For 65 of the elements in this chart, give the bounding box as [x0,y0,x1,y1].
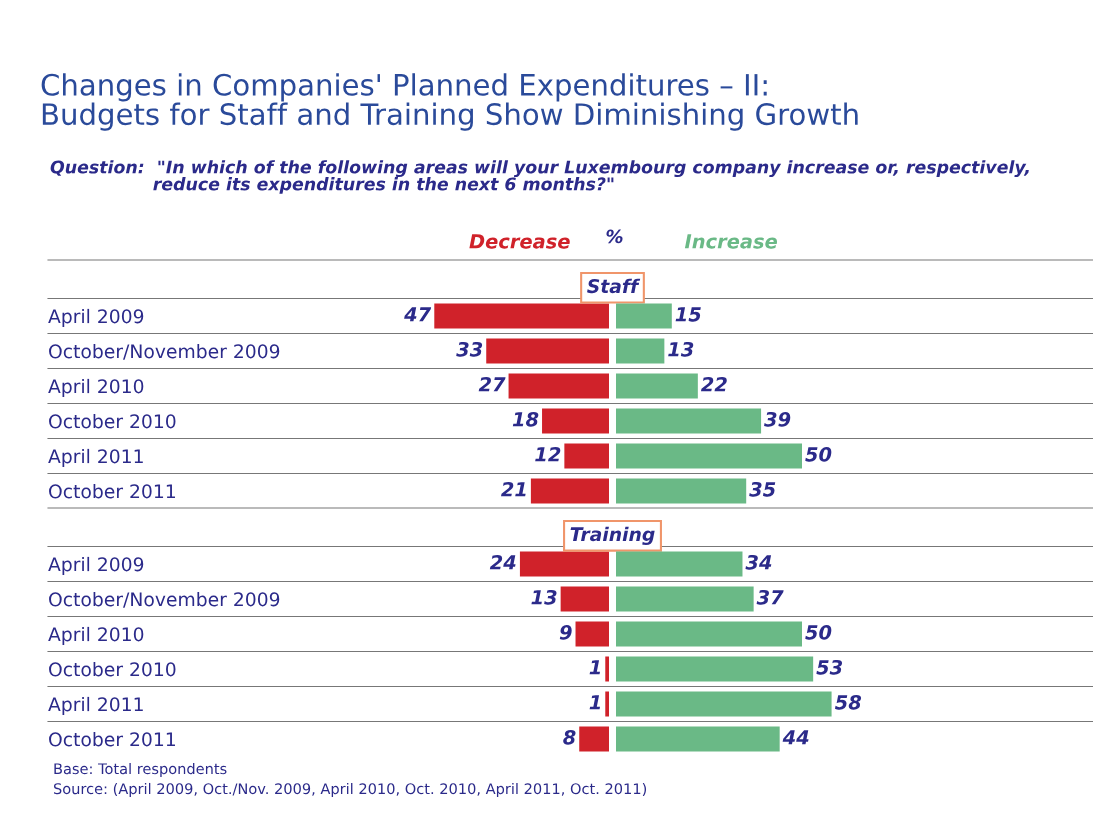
data-label: 44 [782,730,809,745]
source-note: Source: (April 2009, Oct./Nov. 2009, April 2010, Oct. 2010, April 2011, Oct. 2011) [53,782,647,798]
y-tick-label: April 2011 [48,696,143,716]
data-label: 1 [589,660,601,675]
y-tick-label: October 2011 [49,483,175,499]
data-label: 9 [559,624,572,640]
data-label: 50 [805,624,832,640]
text: Changes in Companies' Planned Expenditures – II: Budgets for Staff and Training Show Diminishing Growth [41,73,858,131]
text: Base: Total respondents [54,762,227,778]
bar [486,338,609,364]
data-label: 8 [563,729,576,745]
bar [579,726,609,752]
data-label: 21 [501,481,526,497]
data-label: 18 [512,411,539,427]
data-label: 34 [745,554,772,570]
data-label: 47 [404,307,432,322]
y-tick-label: April 2009 [48,556,144,576]
bar [564,443,609,469]
bar [434,303,609,329]
bar [616,621,802,647]
data-label: 58 [834,694,862,710]
data-label: 24 [489,554,516,570]
bar [530,478,609,504]
y-tick-label: April 2011 [48,448,143,468]
chart-title: Training [570,526,655,545]
y-tick-label: October 2010 [49,661,176,677]
data-label: 22 [700,376,727,392]
text: % [606,229,623,244]
bar [616,443,802,469]
data-label: 39 [764,411,791,427]
bar [560,586,609,612]
bar [616,691,832,717]
text: Decrease [469,234,570,249]
data-label: 12 [535,446,561,462]
bar [616,338,665,364]
y-tick-label: April 2009 [48,308,144,328]
y-tick-label: October/November 2009 [49,591,280,608]
y-tick-label: October 2011 [49,731,175,747]
data-label: 53 [816,659,843,675]
bar [508,373,609,399]
chart-title: Staff [587,278,641,294]
bar [616,373,698,399]
y-tick-label: October/November 2009 [49,343,280,360]
text: Question: "In which of the following areas will your Luxembourg company increase or, respectively, reduce its expenditures in the next 6 months?" [50,160,1029,194]
data-label: 15 [675,307,701,322]
bar [616,478,747,504]
y-tick-label: April 2010 [48,626,144,646]
data-label: 50 [805,446,832,462]
y-tick-label: October 2010 [49,413,176,429]
bar [616,726,780,752]
data-label: 13 [668,341,694,357]
text: Increase [684,234,778,249]
data-label: 13 [531,589,557,605]
bar [616,586,754,612]
data-label: 35 [749,481,776,497]
data-label: 37 [756,589,784,605]
bar [616,551,743,577]
bar [575,621,609,647]
data-label: 1 [589,695,601,710]
bar [542,408,609,434]
y-tick-label: April 2010 [48,378,144,398]
bar [616,656,814,682]
data-label: 33 [456,341,483,357]
bar [616,408,762,434]
data-label: 27 [478,376,506,392]
